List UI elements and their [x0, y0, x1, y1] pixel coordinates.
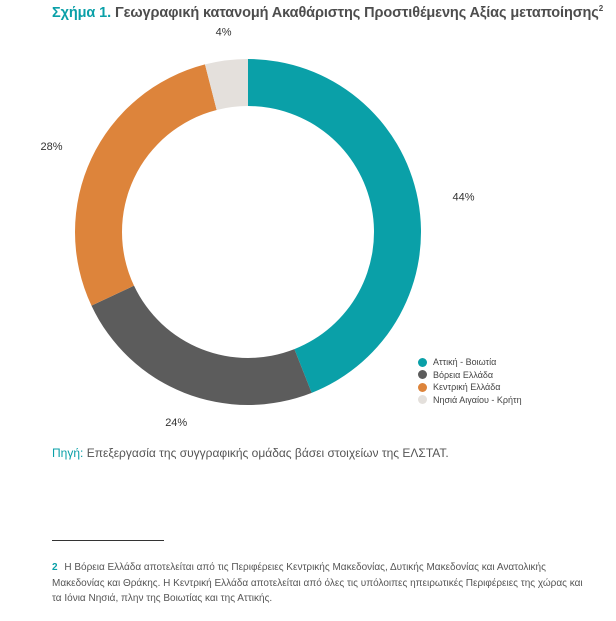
chart-legend: Αττική - Βοιωτία Βόρεια Ελλάδα Κεντρική Ελ…: [418, 356, 522, 406]
legend-swatch-4: [418, 395, 427, 405]
legend-label-4: Νησιά Αιγαίου - Κρήτη: [433, 394, 522, 405]
legend-label-1: Αττική - Βοιωτία: [433, 357, 497, 368]
figure-title: Σχήμα 1. Γεωγραφική κατανομή Ακαθάριστης…: [52, 4, 603, 21]
legend-item-2: Βόρεια Ελλάδα: [418, 369, 522, 382]
value-label-4: 4%: [216, 26, 232, 38]
value-label-2: 24%: [165, 417, 187, 429]
source-label: Πηγή:: [52, 446, 84, 460]
donut-slice-3: [74, 64, 217, 306]
footnote-ref: 2: [598, 4, 604, 13]
legend-swatch-3: [418, 382, 427, 392]
legend-swatch-2: [418, 370, 427, 380]
donut-slice-4: [204, 59, 248, 110]
donut-slice-1: [248, 59, 421, 393]
figure-title-text: Γεωγραφική κατανομή Ακαθάριστης Προστιθέ…: [114, 4, 599, 21]
footnote-divider: [52, 540, 164, 541]
source-text: Επεξεργασία της συγγραφικής ομάδας βάσει…: [86, 446, 449, 460]
legend-label-3: Κεντρική Ελλάδα: [433, 382, 501, 393]
value-label-3: 28%: [41, 141, 63, 153]
source-note: Πηγή: Επεξεργασία της συγγραφικής ομάδας…: [52, 446, 449, 460]
legend-label-2: Βόρεια Ελλάδα: [433, 369, 494, 380]
legend-swatch-1: [418, 357, 427, 367]
donut-slice-2: [91, 285, 312, 405]
legend-item-3: Κεντρική Ελλάδα: [418, 381, 522, 394]
donut-value-labels: 44% 24% 28% 4%: [41, 26, 475, 429]
footnote-text: Η Βόρεια Ελλάδα αποτελείται από τις Περι…: [52, 562, 583, 604]
legend-item-4: Νησιά Αιγαίου - Κρήτη: [418, 394, 522, 407]
donut-chart: 44% 24% 28% 4%: [41, 26, 475, 429]
legend-item-1: Αττική - Βοιωτία: [418, 356, 522, 369]
footnote-number: 2: [52, 562, 58, 573]
footnote: 2 Η Βόρεια Ελλάδα αποτελείται από τις Πε…: [52, 560, 592, 607]
value-label-1: 44%: [453, 191, 475, 203]
figure-number: Σχήμα 1.: [52, 4, 112, 21]
donut-slices: [74, 59, 421, 405]
